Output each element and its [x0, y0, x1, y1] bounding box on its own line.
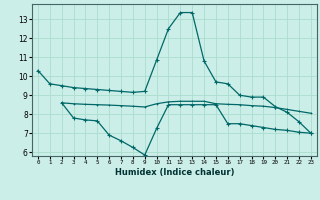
X-axis label: Humidex (Indice chaleur): Humidex (Indice chaleur) — [115, 168, 234, 177]
